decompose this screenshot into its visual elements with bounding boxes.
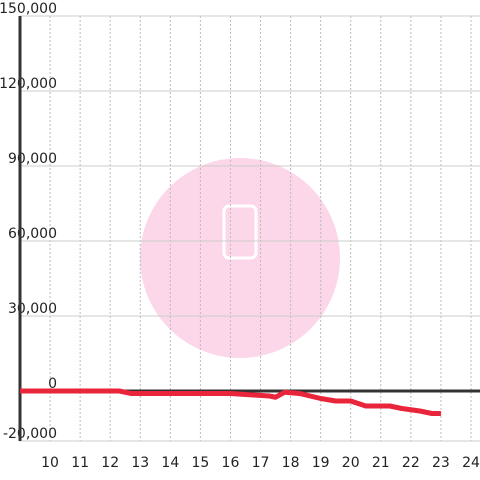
x-tick-label: 16 — [222, 455, 240, 471]
y-tick-label: 90,000 — [8, 151, 57, 167]
watermark — [140, 158, 340, 358]
y-tick-label: 150,000 — [0, 1, 57, 17]
y-tick-label: -20,000 — [3, 426, 57, 442]
x-tick-label: 22 — [402, 455, 420, 471]
y-tick-label: 120,000 — [0, 76, 57, 92]
x-tick-label: 11 — [71, 455, 89, 471]
y-tick-label: 0 — [48, 376, 57, 392]
watermark-phone — [222, 204, 258, 260]
y-tick-label: 30,000 — [8, 301, 57, 317]
x-tick-label: 12 — [101, 455, 119, 471]
x-tick-label: 10 — [41, 455, 59, 471]
x-tick-label: 20 — [342, 455, 360, 471]
x-tick-label: 17 — [252, 455, 270, 471]
x-tick-label: 24 — [462, 455, 480, 471]
y-tick-label: 60,000 — [8, 226, 57, 242]
x-tick-label: 19 — [312, 455, 330, 471]
x-tick-label: 15 — [191, 455, 209, 471]
data-line — [20, 388, 441, 416]
x-tick-label: 18 — [282, 455, 300, 471]
x-tick-label: 23 — [432, 455, 450, 471]
x-tick-label: 14 — [161, 455, 179, 471]
x-tick-label: 13 — [131, 455, 149, 471]
x-tick-label: 21 — [372, 455, 390, 471]
